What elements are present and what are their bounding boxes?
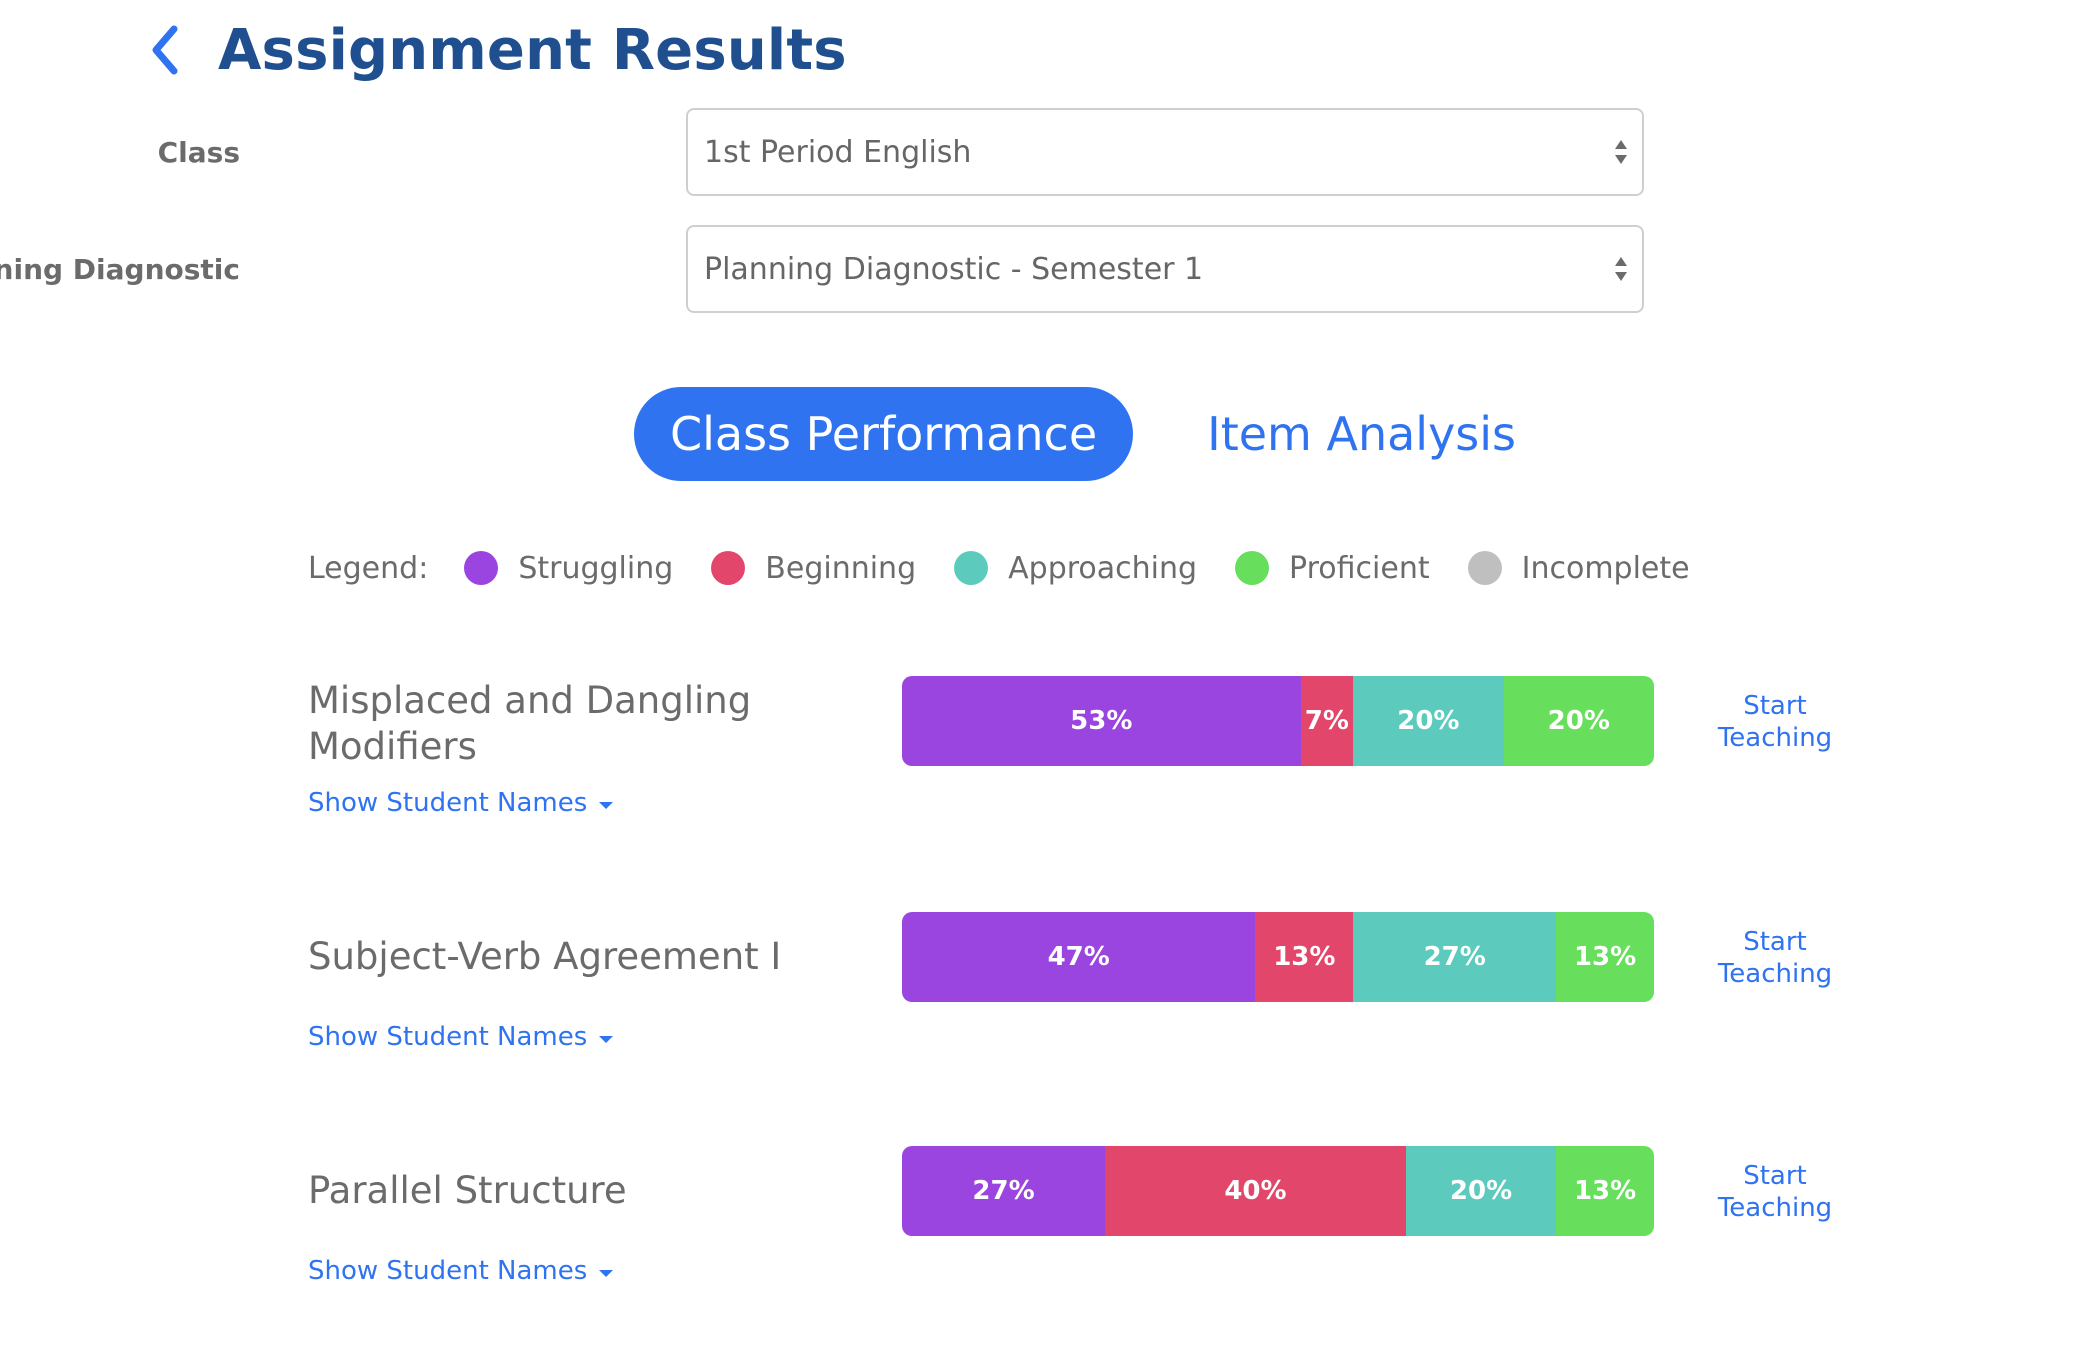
legend-dot-proficient (1235, 551, 1270, 585)
skill-row: Misplaced and Dangling Modifiers Show St… (0, 676, 2076, 876)
show-student-names-link[interactable]: Show Student Names (308, 1256, 614, 1286)
legend-item-label: Approaching (1008, 550, 1198, 586)
tab-class-performance[interactable]: Class Performance (634, 387, 1134, 481)
show-student-names-label: Show Student Names (308, 1022, 588, 1052)
legend-dot-incomplete (1467, 551, 1502, 585)
start-teaching-link[interactable]: Start Teaching (1717, 1161, 1833, 1223)
select-arrows-icon (1615, 140, 1627, 164)
show-student-names-label: Show Student Names (308, 788, 588, 818)
legend-item-incomplete: Incomplete (1467, 550, 1690, 586)
legend-label: Legend: (308, 550, 429, 586)
tab-item-analysis[interactable]: Item Analysis (1207, 407, 1517, 461)
show-student-names-link[interactable]: Show Student Names (308, 1022, 614, 1052)
legend-item-label: Incomplete (1521, 550, 1690, 586)
diagnostic-select-value: Planning Diagnostic - Semester 1 (704, 251, 1204, 287)
bar-segment: 27% (1353, 912, 1557, 1002)
bar-segment: 7% (1300, 676, 1354, 766)
view-tabs: Class Performance Item Analysis (634, 387, 1516, 481)
bar-segment: 13% (1255, 912, 1354, 1002)
class-row: Class 1st Period English (0, 108, 1648, 198)
bar-segment: 13% (1556, 1146, 1654, 1236)
bar-segment: 20% (1353, 676, 1504, 766)
skill-row: Parallel Structure Show Student Names 27… (0, 1146, 2076, 1346)
diagnostic-select[interactable]: Planning Diagnostic - Semester 1 (686, 225, 1644, 313)
caret-down-icon (599, 1035, 614, 1043)
legend-dot-approaching (954, 551, 989, 585)
performance-bar: 47% 13% 27% 13% (902, 912, 1654, 1002)
show-student-names-link[interactable]: Show Student Names (308, 788, 614, 818)
bar-segment: 13% (1556, 912, 1654, 1002)
legend-dot-beginning (711, 551, 746, 585)
start-teaching-link[interactable]: Start Teaching (1717, 691, 1833, 753)
select-arrows-icon (1615, 257, 1627, 281)
legend-item-beginning: Beginning (711, 551, 916, 586)
skill-title: Subject-Verb Agreement I (308, 935, 782, 978)
bar-segment: 47% (902, 912, 1256, 1002)
skill-title: Parallel Structure (308, 1169, 627, 1212)
legend-dot-struggling (464, 551, 499, 585)
class-select[interactable]: 1st Period English (686, 108, 1644, 196)
caret-down-icon (599, 801, 614, 809)
legend-item-label: Proficient (1289, 550, 1430, 586)
bar-segment: 27% (902, 1146, 1106, 1236)
legend-item-label: Beginning (765, 550, 917, 586)
class-label: Class (157, 136, 240, 169)
legend-item-struggling: Struggling (464, 551, 673, 586)
performance-bar: 27% 40% 20% 13% (902, 1146, 1654, 1236)
start-teaching-link[interactable]: Start Teaching (1717, 927, 1833, 989)
legend: Legend: Struggling Beginning Approaching… (308, 545, 1728, 591)
bar-segment: 40% (1105, 1146, 1406, 1236)
bar-segment: 20% (1405, 1146, 1557, 1236)
chevron-left-icon[interactable] (150, 20, 200, 80)
skill-row: Subject-Verb Agreement I Show Student Na… (0, 912, 2076, 1112)
legend-item-approaching: Approaching (954, 551, 1197, 586)
bar-segment: 53% (902, 676, 1301, 766)
class-select-value: 1st Period English (704, 134, 972, 170)
diagnostic-label: Planning Diagnostic (0, 253, 240, 286)
legend-item-label: Struggling (518, 550, 674, 586)
caret-down-icon (599, 1269, 614, 1277)
skill-title: Misplaced and Dangling Modifiers (308, 679, 752, 768)
bar-segment: 20% (1503, 676, 1654, 766)
show-student-names-label: Show Student Names (308, 1256, 588, 1286)
page-header: Assignment Results (150, 10, 847, 90)
performance-bar: 53% 7% 20% 20% (902, 676, 1654, 766)
diagnostic-row: Planning Diagnostic Planning Diagnostic … (0, 225, 1648, 315)
legend-item-proficient: Proficient (1235, 551, 1430, 586)
page-title: Assignment Results (218, 17, 847, 83)
